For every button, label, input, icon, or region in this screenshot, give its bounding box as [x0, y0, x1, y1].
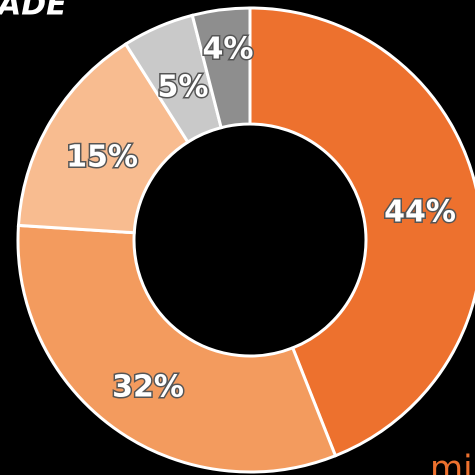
data-label: 5% — [158, 70, 209, 105]
donut-slice — [16, 42, 190, 235]
data-label: 15% — [66, 140, 138, 175]
donut-slice — [16, 223, 338, 474]
donut-slice — [248, 6, 475, 458]
data-label: 44% — [384, 195, 456, 230]
data-label: 32% — [112, 370, 184, 405]
chart-title: ADE — [0, 0, 67, 23]
data-label: 4% — [203, 32, 254, 67]
donut-slice — [190, 6, 252, 130]
logo-text: mi — [430, 449, 473, 475]
